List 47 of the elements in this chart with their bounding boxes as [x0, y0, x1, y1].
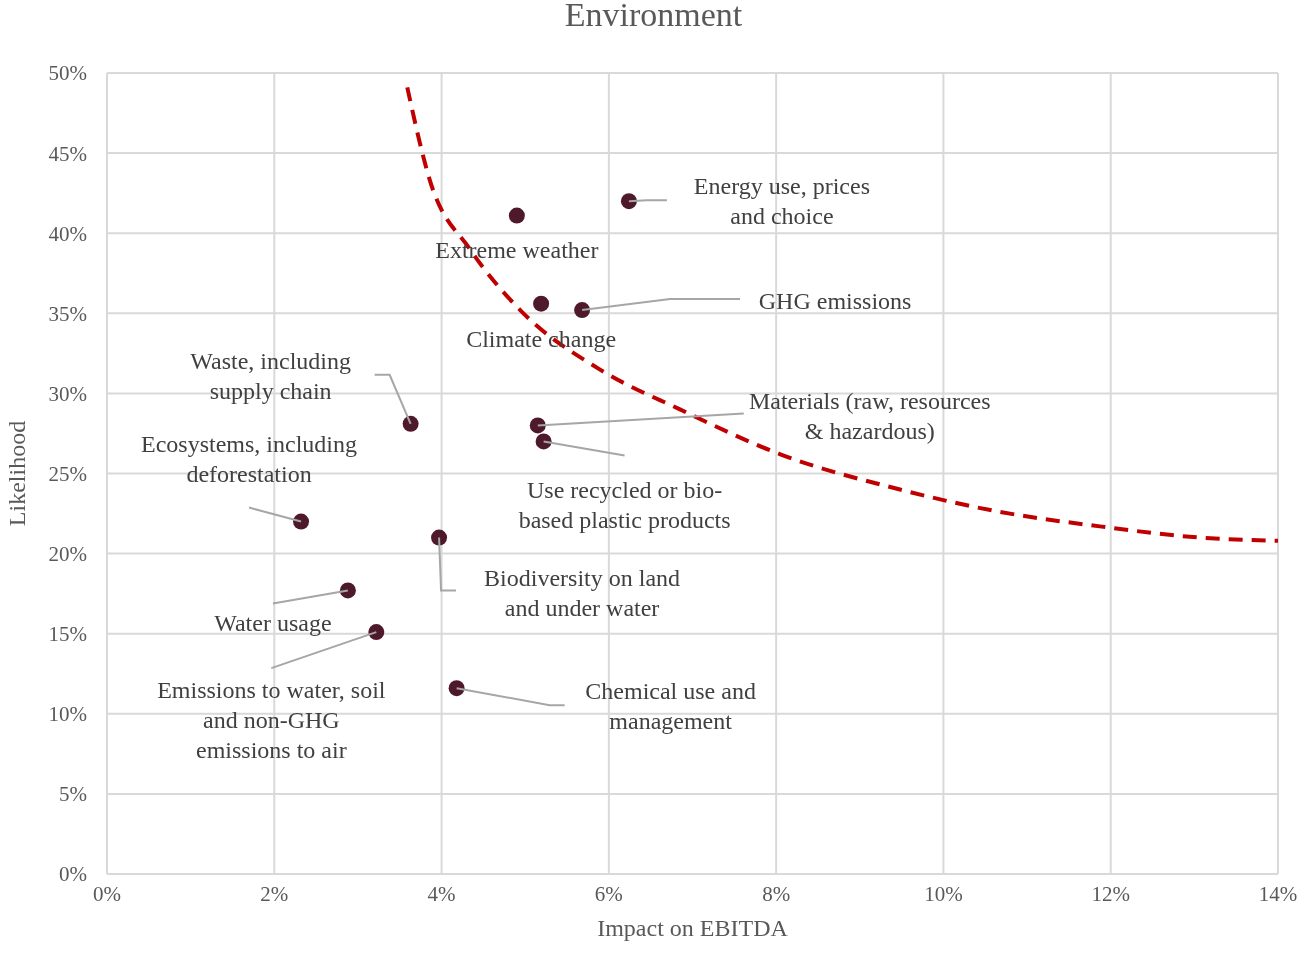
line-series [405, 85, 1278, 543]
x-axis-title: Impact on EBITDA [597, 915, 789, 941]
annotation: Extreme weather [435, 236, 599, 263]
annotation: Emissions to water, soil and non-GHG emissions to air [157, 677, 386, 764]
annotation: Biodiversity on land and under water [484, 564, 681, 621]
annotation: Materials (raw, resources & hazardous) [748, 388, 991, 445]
y-tick-label: 10% [48, 702, 87, 727]
annotation: Energy use, prices and choice [693, 173, 871, 230]
point [535, 433, 552, 450]
annotation: Chemical use and management [585, 678, 756, 735]
point [293, 513, 310, 530]
y-axis-title: Likelihood [3, 420, 30, 527]
y-tick-label: 35% [48, 301, 87, 326]
point [508, 207, 525, 224]
y-tick-label: 45% [48, 141, 87, 166]
point [533, 295, 550, 312]
point [574, 302, 591, 319]
x-tick-label: 12% [1091, 881, 1130, 906]
x-tick-label: 2% [260, 881, 289, 906]
chart-title: Environment [563, 0, 744, 34]
point [448, 680, 465, 697]
point [431, 529, 448, 546]
annotation: Ecosystems, including deforestation [141, 430, 358, 487]
x-tick-label: 0% [93, 881, 121, 906]
point [529, 417, 546, 434]
annotation: Waste, including supply chain [190, 347, 351, 404]
y-tick-label: 50% [48, 61, 87, 86]
point [620, 193, 637, 210]
annotation: GHG emissions [758, 288, 912, 315]
x-tick-label: 4% [427, 881, 456, 906]
y-tick-label: 20% [48, 542, 87, 567]
x-tick-label: 6% [594, 881, 623, 906]
y-tick-label: 30% [48, 381, 87, 406]
x-tick-label: 10% [924, 881, 963, 906]
annotation: Use recycled or bio-based plastic products [518, 477, 731, 534]
point [339, 582, 356, 599]
y-tick-label: 40% [48, 221, 87, 246]
annotation: Climate change [466, 325, 617, 352]
x-tick-label: 8% [762, 881, 791, 906]
annotation: Water usage [214, 610, 332, 637]
y-tick-label: 0% [59, 862, 87, 887]
y-tick-label: 25% [48, 461, 87, 486]
y-tick-label: 15% [48, 622, 87, 647]
point [402, 415, 419, 432]
x-tick-label: 14% [1258, 881, 1298, 906]
point [368, 624, 385, 641]
y-tick-label: 5% [59, 782, 87, 807]
